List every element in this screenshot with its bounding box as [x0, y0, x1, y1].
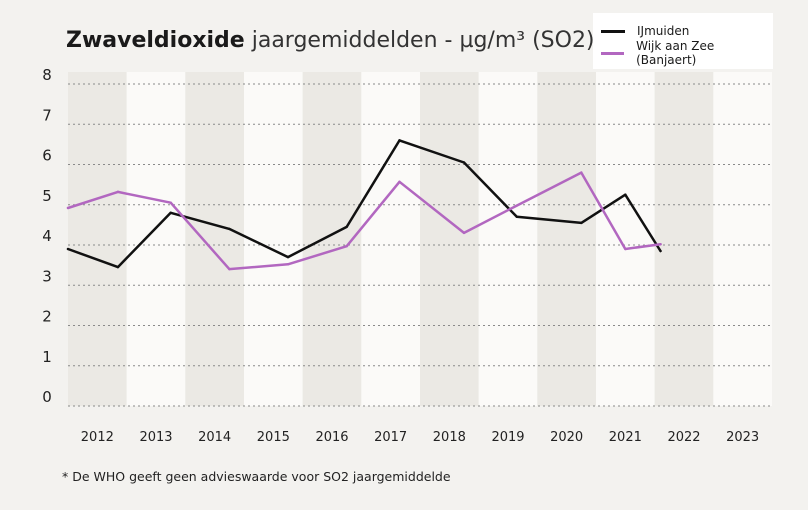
data-point-1-6 — [398, 180, 401, 184]
data-point-0-8 — [515, 215, 518, 219]
y-tick-label-3: 3 — [42, 267, 52, 285]
column-band-2013 — [126, 72, 186, 406]
y-tick-label-0: 0 — [42, 388, 52, 406]
x-tick-label-2018: 2018 — [433, 430, 466, 445]
legend-item-ijmuiden: IJmuiden — [601, 22, 689, 40]
series-line-1 — [66, 171, 662, 271]
data-point-1-7 — [462, 231, 466, 235]
series-lines — [66, 139, 662, 271]
column-band-2021 — [596, 72, 655, 406]
data-point-0-1 — [116, 265, 120, 269]
legend: IJmuiden Wijk aan Zee (Banjaert) — [593, 13, 773, 69]
y-tick-label-8: 8 — [42, 66, 52, 84]
column-band-2023 — [713, 72, 772, 406]
chart-title-bold: Zwaveldioxide — [66, 28, 245, 53]
data-point-0-6 — [398, 139, 401, 142]
x-tick-label-2016: 2016 — [315, 430, 348, 445]
data-point-0-5 — [345, 225, 348, 229]
y-axis-ticks: 0 1 2 3 4 5 6 7 8 — [42, 66, 52, 406]
data-point-0-4 — [286, 255, 290, 259]
data-point-1-8 — [515, 204, 518, 207]
x-tick-label-2021: 2021 — [609, 430, 642, 445]
column-band-2014 — [185, 72, 244, 406]
legend-swatch-ijmuiden — [601, 29, 625, 33]
footnote: * De WHO geeft geen advieswaarde voor SO… — [62, 469, 451, 484]
chart-title-rest: jaargemiddelden - µg/m³ (SO2)* — [251, 28, 606, 53]
column-band-2018 — [420, 72, 479, 406]
x-axis-ticks: 2012 2013 2014 2015 2016 2017 2018 2019 2020 2021… — [81, 430, 759, 445]
data-point-0-2 — [169, 211, 172, 214]
data-point-1-11 — [659, 242, 662, 246]
column-band-2019 — [478, 72, 538, 406]
column-band-2012 — [68, 72, 127, 406]
data-point-1-10 — [624, 247, 627, 251]
data-point-0-7 — [462, 161, 466, 164]
legend-item-wijk-aan-zee: Wijk aan Zee (Banjaert) — [601, 39, 773, 67]
x-tick-label-2012: 2012 — [81, 430, 114, 445]
column-bands — [68, 72, 772, 406]
column-band-2020 — [537, 72, 596, 406]
x-tick-label-2015: 2015 — [257, 430, 290, 445]
x-tick-label-2017: 2017 — [374, 430, 407, 445]
data-point-1-2 — [169, 201, 172, 204]
y-tick-label-6: 6 — [42, 147, 52, 165]
chart-title: Zwaveldioxide jaargemiddelden - µg/m³ (S… — [66, 28, 606, 53]
y-tick-label-4: 4 — [42, 227, 52, 245]
y-tick-label-2: 2 — [42, 308, 52, 326]
x-tick-label-2014: 2014 — [198, 430, 231, 445]
legend-swatch-wijk-aan-zee — [601, 51, 625, 55]
column-band-2017 — [361, 72, 420, 406]
y-tick-label-7: 7 — [42, 106, 52, 124]
data-point-1-4 — [286, 263, 290, 266]
gridlines — [68, 83, 772, 407]
data-point-1-0 — [66, 206, 70, 210]
x-tick-label-2020: 2020 — [550, 430, 583, 445]
series-line-0 — [66, 139, 662, 269]
column-band-2022 — [654, 72, 714, 406]
data-point-1-3 — [228, 267, 231, 271]
legend-label-ijmuiden: IJmuiden — [637, 24, 690, 38]
x-tick-label-2022: 2022 — [667, 430, 700, 445]
data-point-1-5 — [345, 245, 348, 248]
x-tick-label-2013: 2013 — [139, 430, 172, 445]
data-point-0-0 — [66, 247, 70, 251]
data-point-0-3 — [228, 227, 231, 231]
data-point-0-10 — [624, 193, 627, 196]
data-point-0-9 — [580, 221, 583, 225]
data-point-1-1 — [116, 190, 120, 194]
x-tick-label-2023: 2023 — [726, 430, 759, 445]
data-point-0-11 — [659, 249, 662, 253]
x-tick-label-2019: 2019 — [491, 430, 524, 445]
y-tick-label-1: 1 — [42, 348, 52, 366]
y-tick-label-5: 5 — [42, 187, 52, 205]
legend-label-wijk-aan-zee: Wijk aan Zee (Banjaert) — [636, 39, 715, 67]
data-point-1-9 — [580, 171, 583, 174]
column-band-2015 — [244, 72, 303, 406]
